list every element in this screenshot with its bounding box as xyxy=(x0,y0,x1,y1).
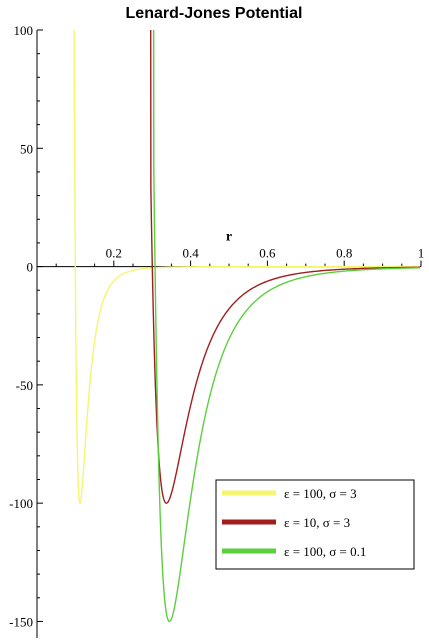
y-tick-label: -100 xyxy=(9,496,33,511)
axes: 100 50 0 -50 -100 -150 0.2 0.4 0.6 0.8 1 r xyxy=(9,23,424,638)
legend-entries: ε = 100, σ = 3 ε = 10, σ = 3 ε = 100, σ = … xyxy=(222,486,366,559)
x-axis-label: r xyxy=(226,230,232,245)
chart-title: Lenard-Jones Potential xyxy=(126,5,303,22)
series-line-3 xyxy=(152,29,420,623)
y-tick-label: 0 xyxy=(27,260,34,275)
y-tick-label: 50 xyxy=(20,141,33,156)
series-line-2 xyxy=(150,29,420,504)
series-line-1 xyxy=(73,29,420,504)
x-tick-label: 0.2 xyxy=(106,246,122,261)
x-tick-label: 0.8 xyxy=(336,246,352,261)
y-tick-label: -50 xyxy=(16,378,33,393)
y-tick-label: -150 xyxy=(9,614,33,629)
y-tick-label: 100 xyxy=(14,23,34,38)
legend-label-1: ε = 100, σ = 3 xyxy=(284,486,357,501)
x-tick-label: 0.6 xyxy=(259,246,276,261)
series-layer xyxy=(73,29,420,623)
legend: ε = 100, σ = 3 ε = 10, σ = 3 ε = 100, σ = … xyxy=(215,479,415,570)
legend-label-2: ε = 10, σ = 3 xyxy=(284,515,350,530)
y-ticks: 100 50 0 -50 -100 -150 xyxy=(9,23,43,629)
legend-label-3: ε = 100, σ = 0.1 xyxy=(284,544,366,559)
x-tick-label: 0.4 xyxy=(182,246,199,261)
x-ticks: 0.2 0.4 0.6 0.8 1 xyxy=(55,246,425,267)
x-tick-label: 1 xyxy=(418,246,425,261)
